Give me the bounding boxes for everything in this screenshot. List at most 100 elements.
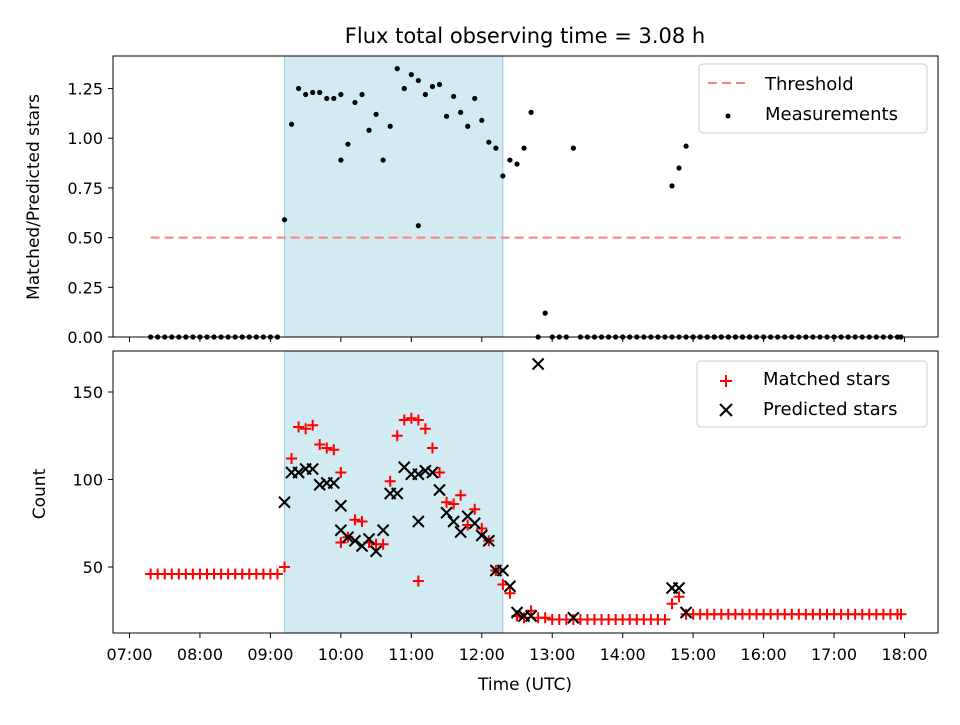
matched-star-point	[419, 423, 431, 435]
measurement-points	[148, 66, 904, 340]
predicted-star-point	[447, 515, 460, 528]
legend-predicted-label: Predicted stars	[763, 399, 897, 420]
count-legend: Matched stars Predicted stars	[696, 360, 928, 428]
measurement-point	[295, 85, 302, 92]
chart-title: Flux total observing time = 3.08 h	[345, 24, 705, 48]
matched-star-point	[504, 587, 516, 599]
ratio-y-tick-label: 0.25	[67, 278, 103, 297]
matched-star-point	[448, 498, 460, 510]
x-tick-label: 11:00	[388, 645, 434, 664]
count-y-axis-label: Count	[30, 468, 50, 519]
predicted-star-point	[433, 483, 446, 497]
matched-star-point	[328, 444, 340, 456]
measurement-point	[472, 95, 478, 102]
predicted-star-point	[503, 580, 517, 593]
matched-star-point	[525, 605, 537, 617]
matched-star-point	[405, 412, 417, 424]
predicted-star-point	[468, 517, 481, 530]
ratio-legend-box	[698, 63, 928, 134]
matched-star-point	[412, 575, 424, 587]
matched-star-point	[666, 598, 678, 610]
matched-star-point	[307, 419, 319, 431]
predicted-star-point	[531, 357, 545, 371]
count-x-ticks: 07:00 08:00 09:00 10:00 11:00 12:00 13:00 14:00…	[106, 633, 928, 664]
matched-star-points	[145, 412, 907, 625]
predicted-star-point	[475, 529, 488, 542]
measurement-point	[458, 109, 464, 115]
matched-star-point	[398, 414, 410, 426]
predicted-star-point	[313, 478, 326, 491]
matched-star-point	[335, 537, 347, 548]
ratio-y-axis-label: Matched/Predicted stars	[24, 94, 44, 300]
matched-star-point	[441, 496, 453, 508]
x-tick-label: 10:00	[318, 645, 364, 664]
measurement-point	[310, 89, 316, 96]
legend-matched-label: Matched stars	[763, 369, 890, 390]
measurement-point	[521, 145, 527, 151]
predicted-star-point	[334, 499, 348, 512]
ratio-y-tick-label: 0.75	[67, 179, 103, 198]
predicted-star-point	[341, 531, 355, 544]
predicted-star-point	[482, 534, 496, 547]
measurement-point	[352, 99, 358, 106]
ratio-x-ticks	[129, 337, 905, 342]
matched-star-point	[539, 612, 551, 624]
predicted-star-point	[672, 581, 686, 595]
measurement-point	[542, 310, 548, 316]
x-tick-label: 08:00	[177, 645, 223, 664]
measurement-point	[436, 81, 443, 88]
predicted-star-point	[419, 464, 432, 477]
matched-star-point	[356, 516, 368, 527]
x-tick-label: 14:00	[600, 645, 646, 664]
measurement-point	[683, 143, 689, 149]
measurement-point	[408, 71, 414, 78]
predicted-star-point	[327, 476, 341, 490]
x-tick-label: 18:00	[881, 645, 927, 664]
matched-star-point	[384, 475, 396, 487]
measurement-point	[528, 109, 534, 115]
matched-star-point	[335, 467, 347, 478]
matched-star-point	[659, 614, 671, 625]
measurement-point	[669, 183, 675, 189]
measurement-point	[450, 93, 457, 100]
ratio-y-ticks: 0.00 0.25 0.50 0.75 1.00 1.25	[67, 80, 113, 347]
predicted-star-point	[440, 506, 453, 519]
count-panel: 50 100 150 07:00 08:00 09:00 10:00 11:00 12:00 1…	[30, 350, 939, 695]
legend-measurements-swatch	[725, 113, 731, 119]
count-legend-box	[696, 360, 928, 428]
predicted-star-point	[306, 462, 319, 476]
ratio-y-tick-label: 0.00	[67, 328, 103, 347]
measurement-point	[331, 95, 337, 102]
measurement-point	[507, 157, 513, 163]
measurement-point	[493, 145, 499, 151]
matched-star-point	[426, 442, 438, 454]
measurement-point	[514, 161, 520, 167]
measurement-point	[366, 127, 372, 133]
measurement-point	[401, 85, 407, 92]
matched-star-point	[293, 421, 305, 433]
predicted-star-point	[278, 496, 291, 509]
count-y-tick-label: 50	[83, 558, 103, 577]
predicted-star-point	[679, 606, 693, 619]
measurement-point	[324, 95, 330, 102]
measurement-point	[380, 157, 386, 163]
legend-predicted-swatch	[719, 403, 733, 417]
predicted-star-point	[369, 545, 383, 558]
matched-star-point	[455, 489, 467, 501]
ratio-legend: Threshold Measurements	[698, 63, 928, 134]
predicted-star-point	[348, 534, 362, 547]
x-tick-label: 17:00	[811, 645, 857, 664]
predicted-star-point	[426, 466, 439, 479]
matched-star-point	[349, 514, 361, 526]
matched-star-point	[321, 442, 333, 454]
count-shaded-interval	[284, 350, 504, 634]
measurement-point	[500, 173, 506, 179]
matched-star-point	[673, 591, 685, 603]
measurement-point	[338, 91, 344, 98]
measurement-point	[281, 217, 288, 223]
count-y-ticks: 50 100 150	[72, 383, 113, 577]
matched-star-point	[300, 423, 312, 435]
predicted-star-point	[567, 611, 580, 624]
matched-star-point	[377, 538, 389, 550]
